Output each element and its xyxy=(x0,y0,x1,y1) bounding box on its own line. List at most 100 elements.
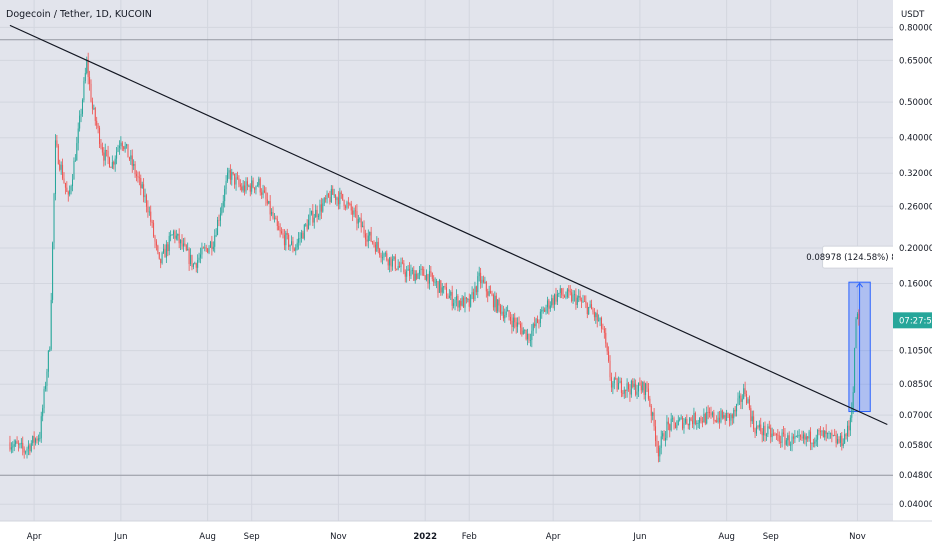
time-tick-label: Sep xyxy=(244,532,260,542)
candle-body xyxy=(56,140,58,146)
candle-body xyxy=(22,442,24,449)
candle-body xyxy=(141,184,143,189)
candle-body xyxy=(575,294,577,305)
candle-body xyxy=(235,177,237,185)
candle-body xyxy=(669,424,671,431)
candle-body xyxy=(258,178,260,186)
candle-body xyxy=(576,297,578,305)
candle-body xyxy=(380,254,382,258)
candle-body xyxy=(318,215,320,217)
candle-body xyxy=(394,256,396,269)
price-axis-panel[interactable] xyxy=(893,0,932,550)
candle-body xyxy=(819,431,821,433)
candle-body xyxy=(325,198,327,200)
candle-body xyxy=(130,155,132,160)
candle-body xyxy=(832,435,834,437)
candle-body xyxy=(66,187,68,192)
candle-body xyxy=(507,310,509,312)
time-axis-panel[interactable] xyxy=(0,521,932,550)
candle-body xyxy=(192,263,194,267)
candle-body xyxy=(582,301,584,302)
candle-body xyxy=(465,297,467,300)
measure-layer[interactable] xyxy=(848,281,871,413)
candle-body xyxy=(848,425,850,431)
candle-body xyxy=(185,245,187,251)
candle-body xyxy=(145,195,147,207)
candle-body xyxy=(835,435,837,444)
candle-body xyxy=(497,299,499,312)
candle-body xyxy=(107,150,109,158)
candle-body xyxy=(133,164,135,166)
time-tick-label: Jun xyxy=(632,532,646,542)
candle-body xyxy=(302,232,304,239)
candle-body xyxy=(639,382,641,386)
candle-body xyxy=(143,184,145,198)
candle-body xyxy=(352,210,354,215)
candle-body xyxy=(268,201,270,204)
candle-body xyxy=(670,418,672,431)
candle-body xyxy=(645,383,647,395)
candle-body xyxy=(498,299,500,306)
candle-body xyxy=(596,313,598,321)
price-tick-label: 0.20000 xyxy=(899,244,932,254)
candle-body xyxy=(120,142,122,146)
candle-body xyxy=(697,422,699,424)
candle-body xyxy=(296,242,298,248)
candle-body xyxy=(208,247,210,253)
candle-body xyxy=(436,281,438,283)
candle-body xyxy=(754,429,756,434)
candle-body xyxy=(674,422,676,429)
candle-body xyxy=(299,238,301,239)
candle-body xyxy=(433,278,435,283)
level-layer xyxy=(0,39,893,476)
candle-body xyxy=(494,295,496,308)
candle-body xyxy=(500,305,502,314)
candle-body xyxy=(810,431,812,444)
candle-body xyxy=(842,443,844,446)
candle-body xyxy=(272,212,274,219)
trendline[interactable] xyxy=(9,24,888,426)
candle-body xyxy=(423,269,425,276)
candle-body xyxy=(464,297,466,308)
candle-body xyxy=(110,167,112,168)
candle-body xyxy=(470,294,472,307)
candle-body xyxy=(784,433,786,445)
trendline-layer[interactable] xyxy=(9,24,888,426)
candle-body xyxy=(662,433,664,437)
candle-body xyxy=(278,225,280,231)
candle-body xyxy=(581,300,583,302)
candle-body xyxy=(555,294,557,302)
candle-body xyxy=(17,443,19,445)
candle-body xyxy=(615,378,617,380)
candle-body xyxy=(382,257,384,259)
candle-body xyxy=(383,253,385,258)
candle-body xyxy=(83,81,85,100)
price-tick-label: 0.26000 xyxy=(899,202,932,212)
candle-body xyxy=(393,256,395,260)
candle-body xyxy=(303,224,305,239)
candle-body xyxy=(758,424,760,428)
candle-body xyxy=(519,323,521,328)
candle-body xyxy=(232,172,234,174)
candle-body xyxy=(204,247,206,249)
candle-body xyxy=(461,297,463,306)
candle-body xyxy=(532,323,534,331)
candle-body xyxy=(750,408,752,422)
candle-body xyxy=(692,420,694,425)
candle-body xyxy=(858,313,860,319)
candle-body xyxy=(201,247,203,255)
candle-body xyxy=(646,383,648,389)
candle-body xyxy=(181,239,183,247)
candle-body xyxy=(345,206,347,208)
candle-body xyxy=(101,147,103,153)
candle-body xyxy=(322,203,324,212)
candle-body xyxy=(136,174,138,176)
candle-body xyxy=(635,383,637,395)
candle-body xyxy=(717,417,719,422)
candle-body xyxy=(319,204,321,216)
candle-body xyxy=(800,435,802,437)
candle-body xyxy=(514,317,516,323)
candle-body xyxy=(548,300,550,309)
